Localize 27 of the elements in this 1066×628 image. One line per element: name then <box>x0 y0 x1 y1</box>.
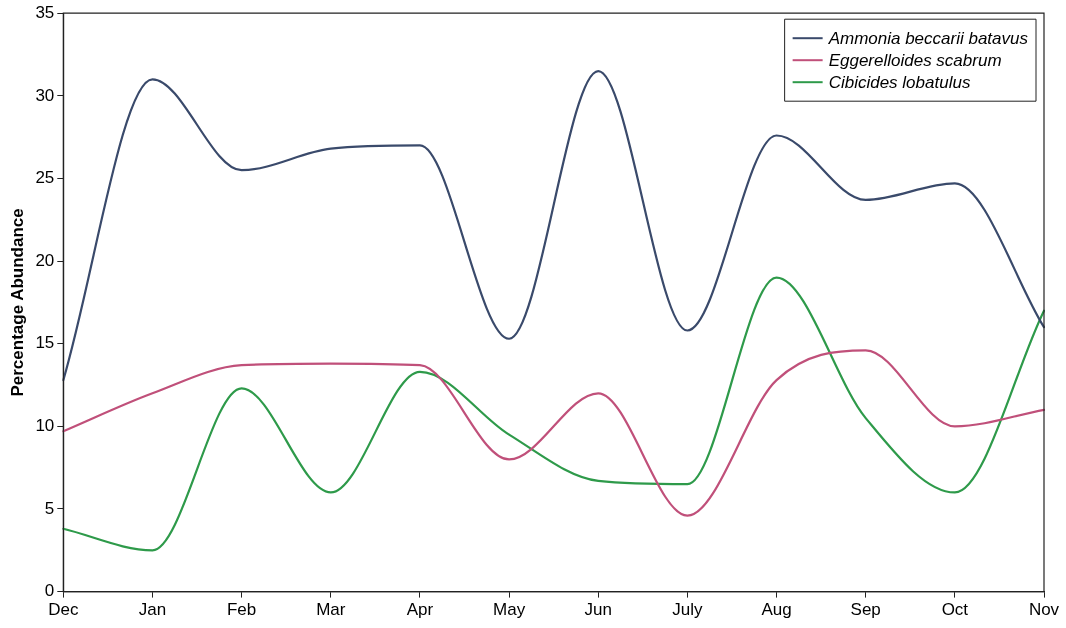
line-series <box>62 276 1046 552</box>
x-tick-label: Feb <box>226 600 257 620</box>
y-tick-label: 0 <box>44 581 55 601</box>
x-tick-label: Oct <box>941 600 969 620</box>
y-tick-label: 5 <box>44 498 55 518</box>
x-tick-label: Sep <box>850 600 881 620</box>
x-tick-label: May <box>493 600 526 620</box>
x-tick-label: Dec <box>48 600 79 620</box>
x-tick-label: Apr <box>406 600 434 620</box>
x-tick-label: Jun <box>584 600 612 620</box>
y-tick-label: 30 <box>35 85 55 105</box>
y-tick-label: 15 <box>35 333 55 353</box>
y-axis-title: Percentage Abundance <box>7 208 27 397</box>
x-tick-label: Jan <box>138 600 167 620</box>
y-tick-label: 10 <box>35 416 55 436</box>
x-tick-label: Nov <box>1028 600 1060 620</box>
legend-label: Ammonia beccarii batavus <box>827 28 1029 48</box>
line-series <box>62 69 1046 382</box>
y-tick-label: 20 <box>35 250 55 270</box>
line-series <box>62 349 1046 517</box>
y-tick-label: 35 <box>35 2 55 22</box>
x-tick-label: Mar <box>316 600 346 620</box>
y-tick-label: 25 <box>35 168 55 188</box>
legend-label: Eggerelloides scabrum <box>828 50 1002 70</box>
legend-label: Cibicides lobatulus <box>828 72 971 92</box>
x-tick-label: July <box>672 600 703 620</box>
x-tick-label: Aug <box>761 600 792 620</box>
